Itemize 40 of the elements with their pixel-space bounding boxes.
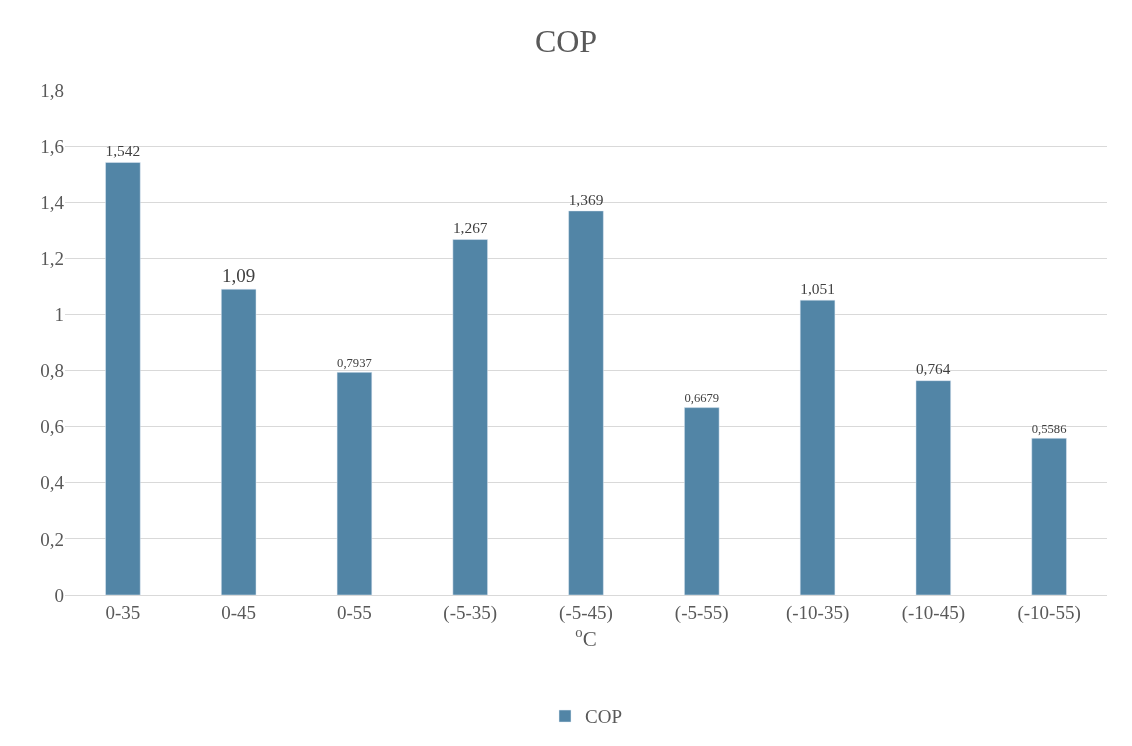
x-axis-title: $^{o}$C <box>575 624 597 652</box>
bar <box>221 288 257 595</box>
bar <box>915 380 951 595</box>
data-label: 0,7937 <box>337 355 372 370</box>
x-tick-label: (-10-55) <box>1017 601 1081 624</box>
data-label: 1,051 <box>800 279 835 297</box>
x-tick-label: 0-45 <box>221 601 257 623</box>
data-label: 0,5586 <box>1031 421 1067 436</box>
y-tick-label: 1,4 <box>40 191 65 213</box>
bar <box>336 372 373 595</box>
bar <box>568 210 604 595</box>
x-tick-label: (-10-45) <box>901 601 965 624</box>
data-label: 1,542 <box>105 142 141 160</box>
data-label: 1,369 <box>568 190 604 208</box>
x-tick-label: 0-35 <box>105 601 141 623</box>
bar <box>684 407 720 595</box>
y-tick-label: 0,6 <box>40 416 64 438</box>
data-label: 1,267 <box>452 219 488 237</box>
x-tick-label: (-5-55) <box>674 601 729 624</box>
x-tick-label: (-5-45) <box>559 601 613 624</box>
bar <box>799 299 836 595</box>
data-label: 1,09 <box>222 265 256 287</box>
x-tick-label: 0-55 <box>337 601 372 623</box>
legend-label: COP <box>585 706 622 728</box>
chart-title: COP <box>534 23 598 60</box>
bar <box>452 239 488 595</box>
y-tick-label: 0,4 <box>40 472 65 494</box>
y-tick-label: 0,8 <box>40 360 64 382</box>
data-label: 0,6679 <box>684 390 720 405</box>
y-tick-label: 1,8 <box>40 79 64 101</box>
x-tick-label: (-10-35) <box>785 601 850 624</box>
bar <box>1031 438 1067 595</box>
y-tick-label: 1,6 <box>40 135 64 157</box>
bar <box>105 162 141 595</box>
data-label: 0,764 <box>915 360 951 378</box>
y-tick-label: 1,2 <box>40 247 64 269</box>
y-tick-label: 0 <box>54 584 64 606</box>
y-tick-label: 1 <box>54 304 64 326</box>
x-tick-label: (-5-35) <box>443 601 498 624</box>
y-tick-label: 0,2 <box>40 528 64 550</box>
